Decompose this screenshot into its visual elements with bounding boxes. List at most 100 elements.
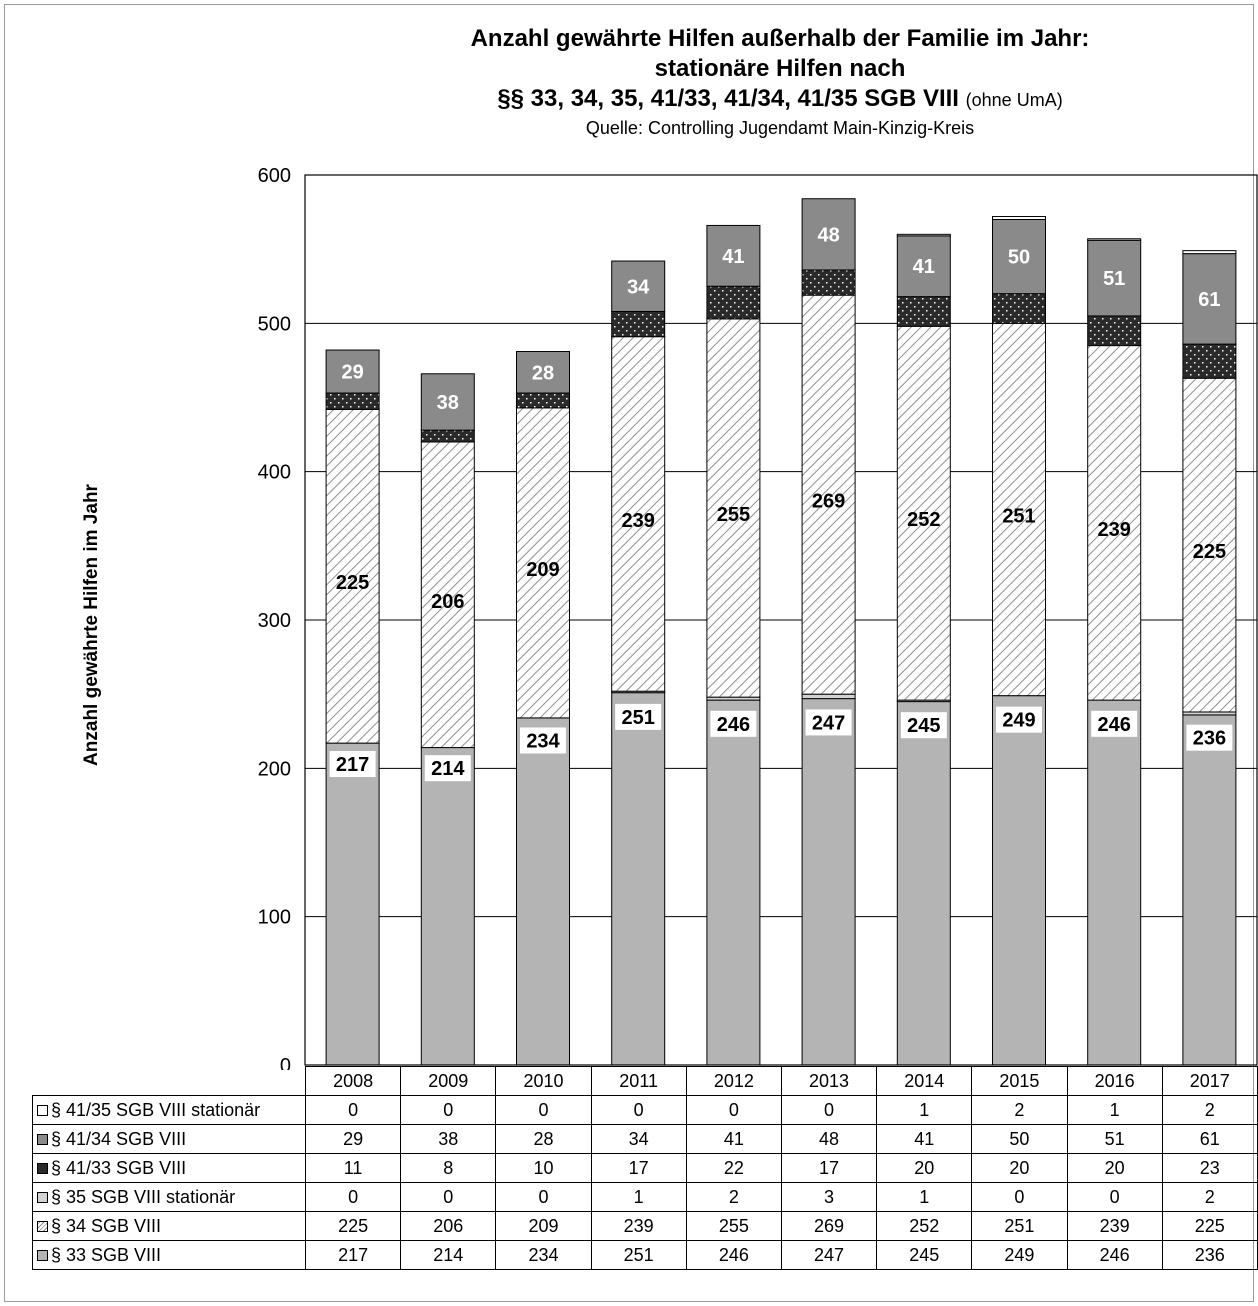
- data-label-p-41-34-sgb-viii: 48: [817, 224, 839, 246]
- table-cell: 0: [304, 1182, 402, 1212]
- table-cell: 20: [971, 1153, 1068, 1183]
- legend-entry-p-41-35-sgb-viii-station-r: § 41/35 SGB VIII stationär: [32, 1095, 306, 1125]
- data-label-p-33-sgb-viii: 236: [1193, 728, 1226, 750]
- y-tick-label: 600: [258, 165, 291, 187]
- table-cell: 1: [590, 1182, 687, 1212]
- bar-segment-p-33-sgb-viii: [516, 717, 570, 1066]
- data-label-p-33-sgb-viii: 217: [336, 754, 369, 776]
- table-row: § 41/34 SGB VIII 29 38 28 34 41 48 41 50 51 61: [32, 1124, 1258, 1154]
- y-tick-label: 200: [258, 758, 291, 780]
- legend-label: § 35 SGB VIII stationär: [51, 1186, 236, 1207]
- data-label-background: [1091, 710, 1138, 737]
- data-label-p-33-sgb-viii: 214: [431, 758, 465, 780]
- data-label-p-41-34-sgb-viii: 41: [722, 246, 744, 268]
- bar-segment-p-41-34-sgb-viii: [611, 260, 666, 312]
- table-cell: 51: [1066, 1124, 1163, 1154]
- table-cell: 206: [400, 1211, 497, 1241]
- table-cell: 28: [495, 1124, 592, 1154]
- table-cell: 252: [876, 1211, 973, 1241]
- data-label-p-41-34-sgb-viii: 29: [341, 362, 363, 384]
- bar-segment-p-41-34-sgb-viii: [516, 351, 570, 394]
- y-tick-label: 0: [280, 1055, 291, 1070]
- table-cell: 255: [685, 1211, 782, 1241]
- bar-segment-p-34-sgb-viii: [516, 407, 570, 719]
- table-cell: 234: [495, 1240, 592, 1270]
- x-tick-label: 2014: [876, 1066, 973, 1096]
- bar-segment-p-33-sgb-viii: [706, 699, 761, 1066]
- data-label-background: [520, 727, 566, 754]
- table-cell: 251: [971, 1211, 1068, 1241]
- legend-entry-p-41-34-sgb-viii: § 41/34 SGB VIII: [32, 1124, 306, 1154]
- legend-label: § 33 SGB VIII: [51, 1244, 162, 1265]
- data-label-background: [1186, 724, 1233, 751]
- y-tick-labels: 0 100 200 300 400 500 600: [258, 165, 291, 1070]
- bar-segment-p-41-33-sgb-viii: [1087, 315, 1142, 347]
- table-cell: 1: [876, 1095, 973, 1125]
- table-cell: 0: [971, 1182, 1068, 1212]
- table-cell: 0: [780, 1095, 878, 1125]
- bar-segment-p-35-sgb-viii-station-r: [801, 693, 856, 700]
- x-tick-label: 2017: [1161, 1066, 1258, 1096]
- table-cell: 246: [1066, 1240, 1163, 1270]
- chart-subtitle: Quelle: Controlling Jugendamt Main-Kinzi…: [585, 118, 975, 138]
- table-row: § 41/33 SGB VIII 11 8 10 17 22 17 20 20 20 23: [32, 1153, 1258, 1183]
- chart-frame: [4, 4, 1254, 1302]
- bar-segment-p-34-sgb-viii: [896, 325, 951, 701]
- plot-area-border: [304, 174, 1258, 1066]
- table-cell: 0: [685, 1095, 782, 1125]
- legend-label: § 41/34 SGB VIII: [51, 1128, 187, 1149]
- table-cell: 245: [876, 1240, 973, 1270]
- bar-segment-p-41-34-sgb-viii: [325, 349, 380, 394]
- data-label-p-33-sgb-viii: 245: [907, 715, 940, 737]
- table-cell: 209: [495, 1211, 592, 1241]
- data-label-p-41-34-sgb-viii: 51: [1103, 268, 1125, 290]
- legend-swatch: [37, 1104, 48, 1116]
- bar-segment-p-41-35-sgb-viii-station-r: [1087, 238, 1142, 241]
- table-cell: 0: [590, 1095, 687, 1125]
- title-line-3-main: §§ 33, 34, 35, 41/33, 41/34, 41/35 SGB V…: [497, 85, 959, 112]
- bar-segment-p-33-sgb-viii: [1182, 714, 1237, 1066]
- table-cell: 2: [685, 1182, 782, 1212]
- bar-segment-p-33-sgb-viii: [896, 701, 951, 1066]
- bar-segment-p-33-sgb-viii: [992, 695, 1046, 1066]
- data-label-p-34-sgb-viii: 209: [526, 559, 559, 581]
- legend-entry-p-41-33-sgb-viii: § 41/33 SGB VIII: [32, 1153, 306, 1183]
- bar-segment-p-41-33-sgb-viii: [1182, 343, 1237, 379]
- bar-segment-p-41-33-sgb-viii: [420, 429, 475, 443]
- table-cell: 0: [304, 1095, 402, 1125]
- legend-swatch: [37, 1162, 48, 1174]
- table-cell: 1: [876, 1182, 973, 1212]
- data-label-p-33-sgb-viii: 246: [717, 714, 750, 736]
- table-cell: 217: [304, 1240, 402, 1270]
- table-cell: 2: [1161, 1182, 1258, 1212]
- legend-entry-p-33-sgb-viii: § 33 SGB VIII: [32, 1240, 306, 1270]
- table-cell: 20: [1066, 1153, 1163, 1183]
- table-cell: 0: [495, 1182, 592, 1212]
- bar-segment-p-41-34-sgb-viii: [706, 224, 761, 287]
- data-label-p-34-sgb-viii: 252: [907, 509, 940, 531]
- legend-swatch: [37, 1249, 48, 1261]
- legend-label: § 34 SGB VIII: [51, 1215, 162, 1236]
- table-cell: 214: [400, 1240, 497, 1270]
- bar-segment-p-41-34-sgb-viii: [992, 219, 1046, 295]
- bar-segment-p-33-sgb-viii: [325, 742, 380, 1066]
- table-cell: 247: [780, 1240, 878, 1270]
- table-cell: 2: [1161, 1095, 1258, 1125]
- table-cell: 22: [685, 1153, 782, 1183]
- bar-segment-p-34-sgb-viii: [801, 294, 856, 695]
- table-cell: 239: [590, 1211, 687, 1241]
- table-cell: 1: [1066, 1095, 1163, 1125]
- x-tick-label: 2010: [495, 1066, 592, 1096]
- table-row: § 41/35 SGB VIII stationär 0 0 0 0 0 0 1 2 1 2: [32, 1095, 1258, 1125]
- chart-title: Anzahl gewährte Hilfen außerhalb der Fam…: [300, 24, 1258, 115]
- y-tick-label: 300: [258, 610, 291, 632]
- bar-segment-p-41-35-sgb-viii-station-r: [1182, 250, 1237, 255]
- bar-segment-p-33-sgb-viii: [801, 698, 856, 1066]
- data-label-p-33-sgb-viii: 246: [1098, 714, 1131, 736]
- table-cell: 225: [304, 1211, 402, 1241]
- table-cell: 3: [780, 1182, 878, 1212]
- table-cell: 0: [400, 1182, 497, 1212]
- data-label-p-41-34-sgb-viii: 41: [913, 256, 935, 278]
- x-tick-label: 2008: [304, 1066, 402, 1096]
